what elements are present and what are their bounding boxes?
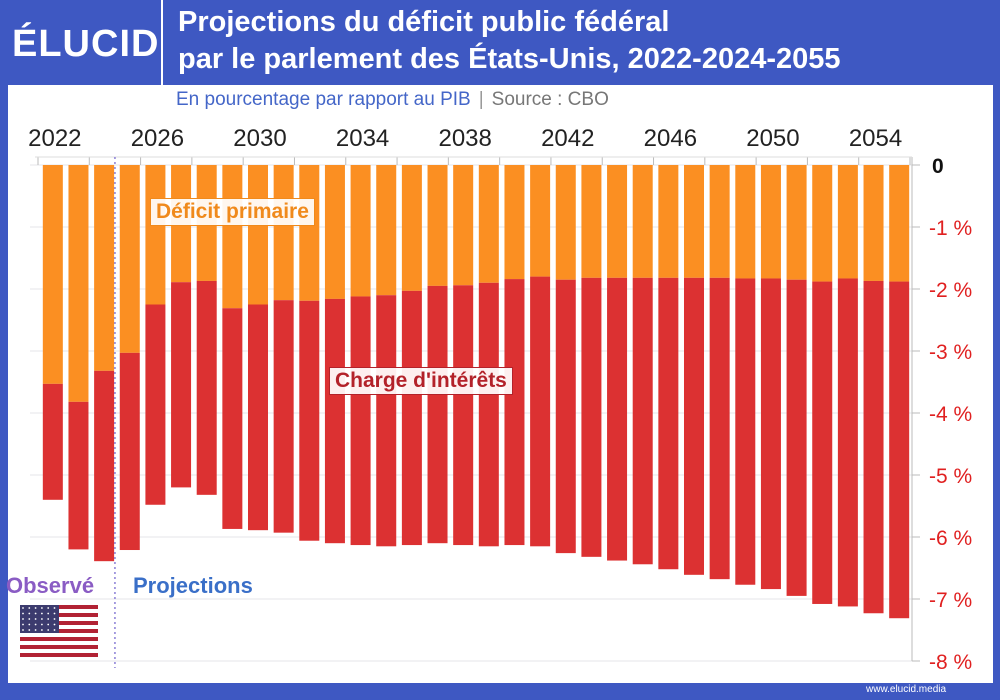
y-tick-label: -1 % [929,217,972,240]
bar-primary-deficit-2054 [863,165,884,281]
bar-primary-deficit-2049 [735,165,756,279]
bar-primary-deficit-2024 [94,165,115,371]
bar-interest-charge-2047 [683,277,705,575]
bar-interest-charge-2030 [247,304,269,531]
footer-url: www.elucid.media [866,684,947,695]
x-tick-label: 2042 [541,125,594,152]
series-label-interest-charge: Charge d'intérêts [329,367,513,395]
bar-interest-charge-2049 [735,278,756,585]
bar-interest-charge-2024 [94,370,115,562]
bar-interest-charge-2039 [478,282,499,547]
bar-interest-charge-2025 [119,352,140,551]
bar-interest-charge-2032 [299,300,320,541]
bar-primary-deficit-2023 [68,165,89,402]
bar-primary-deficit-2022 [42,165,63,384]
bar-primary-deficit-2037 [427,165,448,286]
x-tick-label: 2054 [849,125,902,152]
y-tick-label: -2 % [929,279,972,302]
bar-interest-charge-2052 [812,281,833,604]
bar-primary-deficit-2030 [247,165,269,305]
bar-primary-deficit-2047 [683,165,705,278]
bar-interest-charge-2054 [863,280,884,614]
x-tick-label: 2050 [746,125,799,152]
bar-primary-deficit-2045 [632,165,653,278]
us-flag-icon [20,605,98,657]
bar-interest-charge-2023 [68,401,89,550]
bar-primary-deficit-2042 [555,165,576,280]
bar-primary-deficit-2031 [273,165,294,301]
bar-primary-deficit-2053 [837,165,858,279]
x-tick-label: 2046 [644,125,697,152]
bar-interest-charge-2041 [530,276,551,547]
elucid-logo: ÉLUCID [12,23,160,65]
bar-primary-deficit-2026 [145,165,166,305]
bar-interest-charge-2022 [42,383,63,500]
bar-interest-charge-2045 [632,277,653,565]
subtitle: En pourcentage par rapport au PIB | Source… [176,89,609,110]
y-tick-label: 0 [932,155,944,178]
x-tick-label: 2022 [28,125,81,152]
y-tick-label: -3 % [929,341,972,364]
bar-primary-deficit-2039 [478,165,499,283]
chart-title: Projections du déficit public fédéral pa… [178,4,841,78]
title-line-2: par le parlement des États-Unis, 2022-20… [178,43,841,75]
bar-interest-charge-2048 [709,277,730,580]
x-tick-label: 2034 [336,125,389,152]
bar-primary-deficit-2041 [530,165,551,277]
y-tick-label: -8 % [929,651,972,674]
bar-interest-charge-2053 [837,278,858,607]
bar-interest-charge-2034 [350,296,371,546]
y-tick-label: -4 % [929,403,972,426]
bar-primary-deficit-2040 [504,165,525,280]
x-tick-label: 2026 [131,125,184,152]
bar-primary-deficit-2043 [581,165,602,278]
bar-interest-charge-2036 [401,290,422,546]
y-tick-label: -5 % [929,465,972,488]
bar-interest-charge-2038 [453,285,474,546]
bar-interest-charge-2027 [171,282,192,488]
bar-interest-charge-2043 [581,277,602,557]
bar-interest-charge-2042 [555,279,576,554]
bar-primary-deficit-2050 [760,165,781,279]
y-tick-label: -6 % [929,527,972,550]
bar-primary-deficit-2044 [607,165,628,278]
header-divider [161,0,163,85]
y-tick-label: -7 % [929,589,972,612]
bar-primary-deficit-2046 [658,165,679,278]
bar-primary-deficit-2052 [812,165,833,282]
bar-primary-deficit-2036 [401,165,422,291]
bar-interest-charge-2026 [145,304,166,505]
bar-interest-charge-2029 [222,308,243,529]
bar-primary-deficit-2035 [376,165,397,296]
bar-primary-deficit-2051 [786,165,807,280]
projections-label: Projections [133,573,253,598]
x-tick-label: 2030 [233,125,286,152]
bar-primary-deficit-2034 [350,165,371,297]
bar-interest-charge-2051 [786,279,807,596]
bar-interest-charge-2040 [504,279,525,546]
title-line-1: Projections du déficit public fédéral [178,6,670,38]
bar-interest-charge-2044 [607,277,628,561]
x-tick-label: 2038 [438,125,491,152]
bar-interest-charge-2050 [760,278,781,590]
bar-primary-deficit-2025 [119,165,140,353]
observed-label: Observé [6,573,95,598]
bar-primary-deficit-2029 [222,165,243,309]
bar-primary-deficit-2038 [453,165,474,286]
series-label-primary-deficit: Déficit primaire [150,198,315,226]
bar-primary-deficit-2033 [324,165,345,299]
bar-interest-charge-2035 [376,295,397,547]
bar-primary-deficit-2055 [889,165,910,282]
bar-primary-deficit-2032 [299,165,320,301]
bar-interest-charge-2028 [196,280,217,495]
bar-interest-charge-2037 [427,285,448,544]
bar-interest-charge-2055 [889,281,910,619]
bar-primary-deficit-2048 [709,165,730,278]
subtitle-text: En pourcentage par rapport au PIB [176,89,471,110]
bar-interest-charge-2046 [658,277,679,570]
source-text: Source : CBO [491,89,609,110]
bar-interest-charge-2031 [273,300,294,533]
bar-interest-charge-2033 [324,298,345,544]
